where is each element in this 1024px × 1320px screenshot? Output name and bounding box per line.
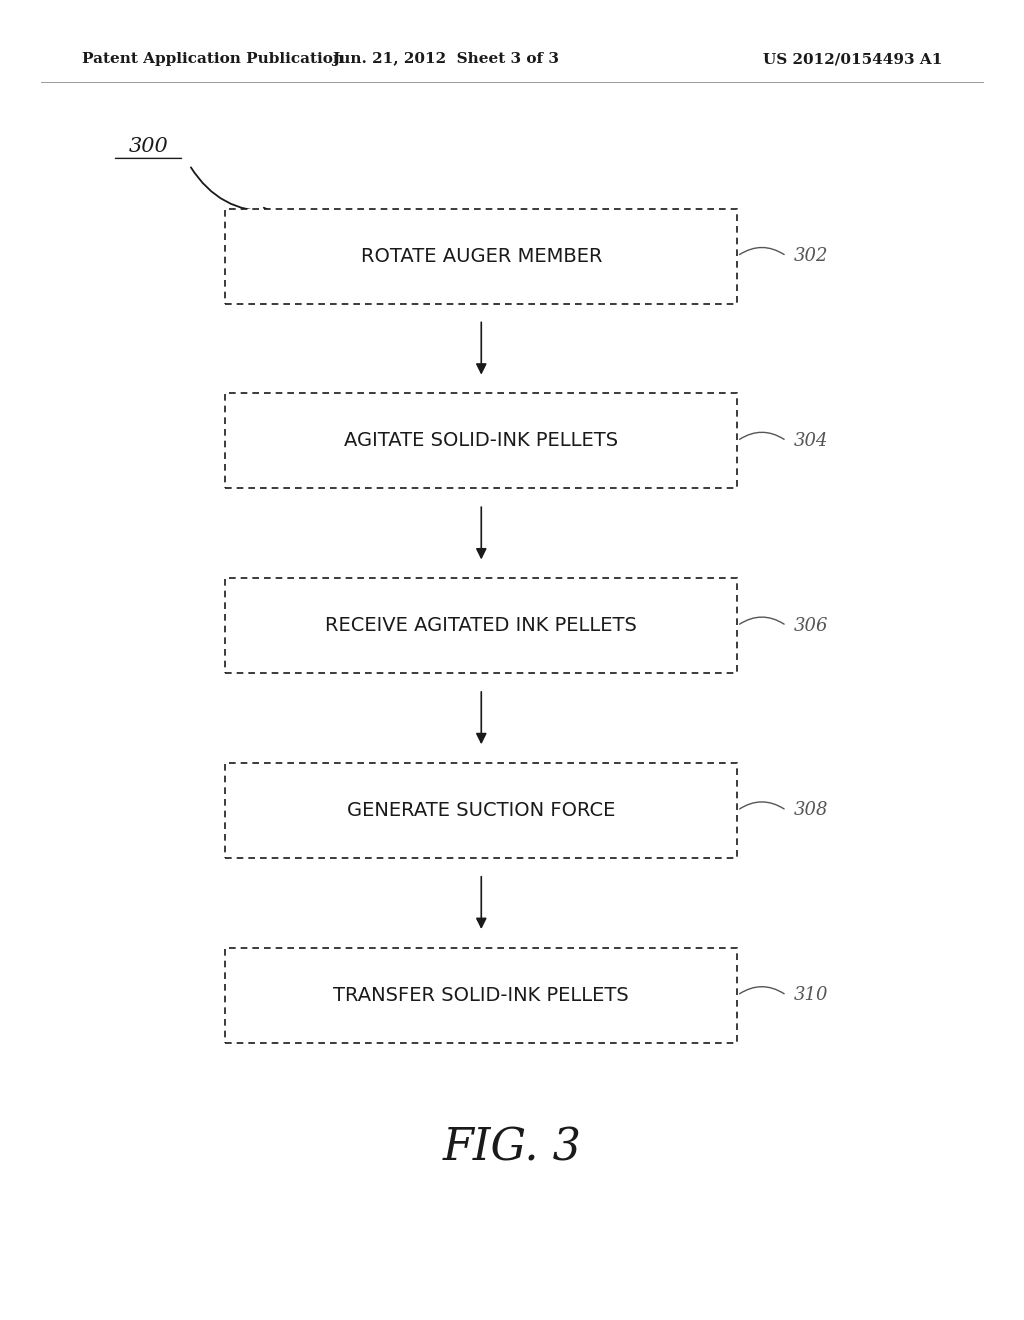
Bar <box>225 948 737 1043</box>
Text: US 2012/0154493 A1: US 2012/0154493 A1 <box>763 53 942 66</box>
Text: Jun. 21, 2012  Sheet 3 of 3: Jun. 21, 2012 Sheet 3 of 3 <box>332 53 559 66</box>
Text: 304: 304 <box>794 432 828 450</box>
Text: 306: 306 <box>794 616 828 635</box>
Text: 310: 310 <box>794 986 828 1005</box>
Text: 300: 300 <box>129 137 168 156</box>
Bar <box>225 393 737 488</box>
Text: GENERATE SUCTION FORCE: GENERATE SUCTION FORCE <box>347 801 615 820</box>
Text: Patent Application Publication: Patent Application Publication <box>82 53 344 66</box>
Bar <box>225 763 737 858</box>
Text: RECEIVE AGITATED INK PELLETS: RECEIVE AGITATED INK PELLETS <box>326 616 637 635</box>
Text: FIG. 3: FIG. 3 <box>442 1127 582 1170</box>
Text: TRANSFER SOLID-INK PELLETS: TRANSFER SOLID-INK PELLETS <box>334 986 629 1005</box>
Bar <box>225 578 737 673</box>
Text: 308: 308 <box>794 801 828 820</box>
Text: 302: 302 <box>794 247 828 265</box>
Text: AGITATE SOLID-INK PELLETS: AGITATE SOLID-INK PELLETS <box>344 432 618 450</box>
Text: ROTATE AUGER MEMBER: ROTATE AUGER MEMBER <box>360 247 602 265</box>
Bar <box>225 209 737 304</box>
